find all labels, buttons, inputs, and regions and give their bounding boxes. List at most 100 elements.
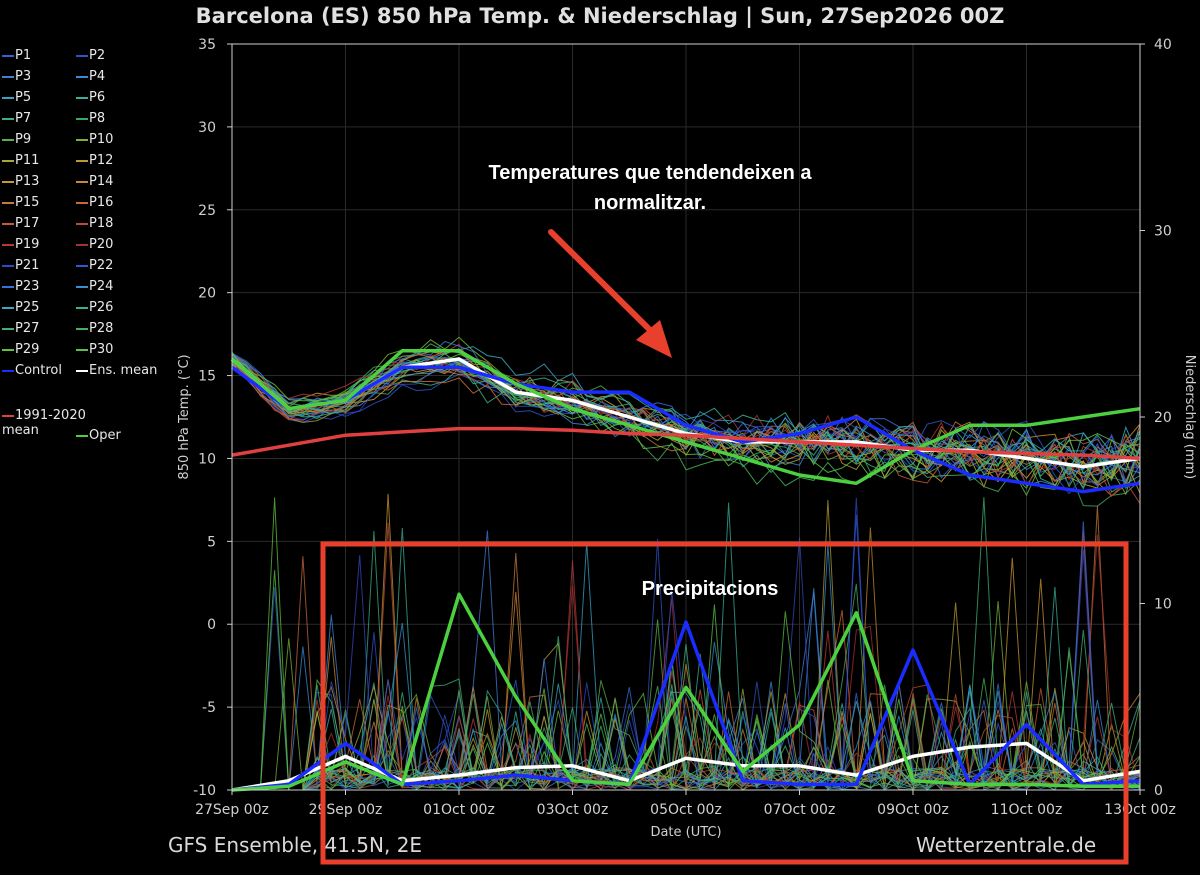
legend-swatch [76,222,88,225]
legend-label: P26 [89,300,114,315]
y2-tick-label: 30 [1154,224,1172,240]
legend-item: P3 [2,69,31,85]
y-tick-label: 0 [207,617,216,633]
ensemble-member-temp-line [231,357,1141,504]
legend-swatch [76,243,88,246]
legend-label: Oper [89,428,121,443]
legend-item: P18 [76,216,113,232]
x-tick-label: 01Oct 00z [423,802,495,818]
legend-label: P30 [89,342,114,357]
x-tick-label: 13Oct 00z [1104,802,1176,818]
legend-item: P29 [2,342,39,358]
legend-swatch [76,138,88,141]
legend-swatch [2,285,14,288]
legend-swatch [76,264,88,267]
main-series-layer [230,348,1141,792]
legend-swatch [2,306,14,309]
legend-label: 1991-2020 mean [2,408,86,438]
legend-item: P26 [76,300,113,316]
annotation-layer [320,229,1129,865]
legend-label: P19 [15,237,40,252]
legend-label: P27 [15,321,40,336]
legend-item: P9 [2,132,31,148]
y-axis-label: 850 hPa Temp. (°C) [177,354,192,479]
y-tick-label: -5 [202,700,216,716]
x-tick-label: 09Oct 00z [877,802,949,818]
source-caption: Wetterzentrale.de [916,833,1097,857]
legend-item: P21 [2,258,39,274]
legend-label: P17 [15,216,40,231]
legend-swatch [2,54,14,57]
ensemble-member-precip-line [232,544,1141,791]
legend-item: P7 [2,111,31,127]
legend-swatch [76,306,88,309]
legend-item: P28 [76,321,113,337]
legend-swatch [2,264,14,267]
legend-swatch [76,348,88,351]
legend-item: P5 [2,90,31,106]
legend-item: P16 [76,195,113,211]
y-tick-label: 5 [207,534,216,550]
legend-item: P19 [2,237,39,253]
series-control-precip [231,620,1141,792]
legend-item: P12 [76,153,113,169]
legend-label: P10 [89,132,114,147]
legend-swatch [76,327,88,330]
legend-label: P14 [89,174,114,189]
legend-item: P17 [2,216,39,232]
precipitation-annotation: Precipitacions [641,578,779,600]
legend-label: P9 [15,132,32,147]
axes-layer: 35 30 25 20 15 10 5 0 -5 -10 27Sep 00z 29Sep 00z 01O… [177,37,1197,840]
y-tick-label: 30 [198,120,216,136]
legend-label: P16 [89,195,114,210]
legend-item: P25 [2,300,39,316]
legend-swatch [2,327,14,330]
precipitation-highlight-box [320,541,1129,865]
legend-item: P30 [76,342,113,358]
legend-item: 1991-2020 mean [2,408,86,440]
series-1991-2020-mean-temp [231,426,1141,461]
legend-item: P2 [76,48,105,64]
grid-layer [231,43,1141,791]
legend-label: P29 [15,342,40,357]
legend-swatch [76,434,88,437]
legend-label: P1 [15,48,32,63]
legend-label: P24 [89,279,114,294]
y2-tick-label: 10 [1154,597,1172,613]
arrow-head [636,320,672,358]
legend-item: P14 [76,174,113,190]
legend-swatch [2,75,14,78]
legend-item: Ens. mean [76,363,157,379]
legend-label: P15 [15,195,40,210]
legend-label: P6 [89,90,106,105]
legend-swatch [2,348,14,351]
legend-swatch [2,138,14,141]
legend-swatch [2,96,14,99]
ensemble-member-precip-line [232,499,1141,791]
legend-label: P12 [89,153,114,168]
legend-label: P20 [89,237,114,252]
legend-swatch [2,201,14,204]
legend-item: P15 [2,195,39,211]
ensemble-member-precip-line [232,688,1141,791]
series-oper-precip [231,592,1140,792]
legend-item: P11 [2,153,39,169]
legend-item: Oper [76,428,121,444]
ensemble-member-precip-line [232,530,1141,791]
legend-label: P11 [15,153,40,168]
x-tick-label: 07Oct 00z [764,802,836,818]
legend-label: Ens. mean [89,363,158,378]
legend-item: P22 [76,258,113,274]
temperature-annotation: Temperatures que tendendeixen a normalit… [488,162,812,214]
legend-label: P13 [15,174,40,189]
legend-label: P18 [89,216,114,231]
legend-label: P4 [89,69,106,84]
legend-label: Control [15,363,62,378]
x-tick-label: 05Oct 00z [650,802,722,818]
series-control-temp [230,365,1141,494]
chart-title: Barcelona (ES) 850 hPa Temp. & Niedersch… [195,4,1005,28]
legend-label: P28 [89,321,114,336]
y-tick-label: 25 [198,203,216,219]
x-tick-label: 11Oct 00z [991,802,1063,818]
